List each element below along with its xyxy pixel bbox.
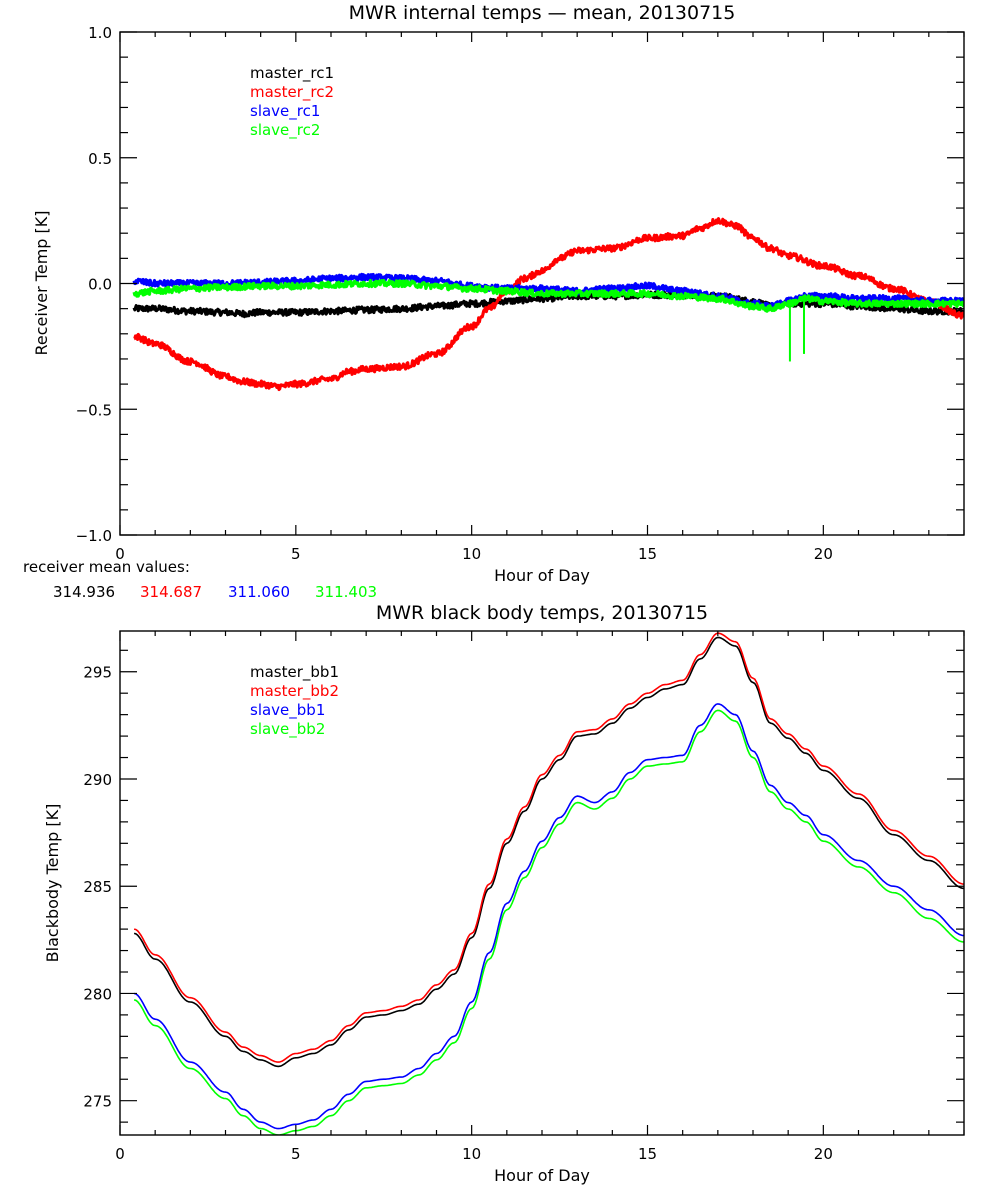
- legend-item-slave-rc2: slave_rc2: [250, 121, 320, 140]
- x-tick-label: 0: [115, 545, 125, 563]
- y-tick-label: 275: [83, 1093, 112, 1111]
- legend-item-master-rc2: master_rc2: [250, 83, 334, 102]
- series-line-master-bb1: [133, 636, 964, 1068]
- x-tick-label: 5: [291, 1145, 301, 1163]
- receiver-temp-panel: MWR internal temps — mean, 20130715 0 5 10…: [23, 2, 965, 601]
- x-tick-label: 20: [814, 545, 833, 563]
- y-axis-label: Receiver Temp [K]: [32, 210, 51, 355]
- series-line-slave-bb2: [133, 709, 964, 1135]
- series-line-slave-bb1: [133, 703, 964, 1130]
- y-tick-label: 280: [83, 985, 112, 1003]
- legend-item-master-bb1: master_bb1: [250, 663, 339, 682]
- chart-title: MWR internal temps — mean, 20130715: [349, 2, 736, 24]
- x-tick-label: 20: [814, 1145, 833, 1163]
- x-axis-label: Hour of Day: [494, 1166, 590, 1185]
- series-line-master-bb2: [133, 632, 964, 1063]
- y-tick-label: −0.5: [76, 401, 112, 419]
- x-tick-label: 5: [291, 545, 301, 563]
- legend-item-slave-bb2: slave_bb2: [250, 720, 325, 739]
- plot-area: 0 5 10 15 20 −1.0 −0.5 0.0 0.5 1.0: [76, 24, 965, 563]
- y-tick-label: −1.0: [76, 527, 112, 545]
- mean-value-master-rc1: 314.936: [53, 583, 115, 601]
- y-tick-label: 1.0: [88, 24, 112, 42]
- x-tick-label: 0: [115, 1145, 125, 1163]
- x-axis-label: Hour of Day: [494, 566, 590, 585]
- y-tick-label: 285: [83, 878, 112, 896]
- blackbody-temp-panel: MWR black body temps, 20130715 0 5 10 15 20 2…: [43, 602, 965, 1185]
- series-line-slave-rc2: [132, 278, 964, 313]
- x-tick-label: 15: [638, 545, 657, 563]
- plot-area: 0 5 10 15 20 275 280 285 290 295: [83, 630, 965, 1163]
- x-tick-label: 15: [638, 1145, 657, 1163]
- legend-item-master-rc1: master_rc1: [250, 64, 334, 83]
- legend-item-slave-rc1: slave_rc1: [250, 102, 320, 121]
- plot-frame: [119, 630, 965, 1136]
- mean-value-master-rc2: 314.687: [140, 583, 202, 601]
- y-axis-label: Blackbody Temp [K]: [43, 804, 62, 963]
- y-tick-label: 295: [83, 664, 112, 682]
- mean-value-slave-rc1: 311.060: [228, 583, 290, 601]
- y-tick-label: 290: [83, 771, 112, 789]
- series-group: [132, 217, 964, 392]
- mean-value-slave-rc2: 311.403: [315, 583, 377, 601]
- mean-values-label: receiver mean values:: [23, 558, 190, 576]
- chart-title: MWR black body temps, 20130715: [376, 602, 708, 624]
- series-line-master-rc2: [133, 217, 964, 392]
- legend-item-slave-bb1: slave_bb1: [250, 701, 325, 720]
- series-group: [133, 632, 964, 1135]
- x-tick-label: 10: [462, 1145, 481, 1163]
- y-tick-label: 0.0: [88, 276, 112, 294]
- legend-item-master-bb2: master_bb2: [250, 682, 339, 701]
- y-tick-label: 0.5: [88, 150, 112, 168]
- x-tick-label: 10: [462, 545, 481, 563]
